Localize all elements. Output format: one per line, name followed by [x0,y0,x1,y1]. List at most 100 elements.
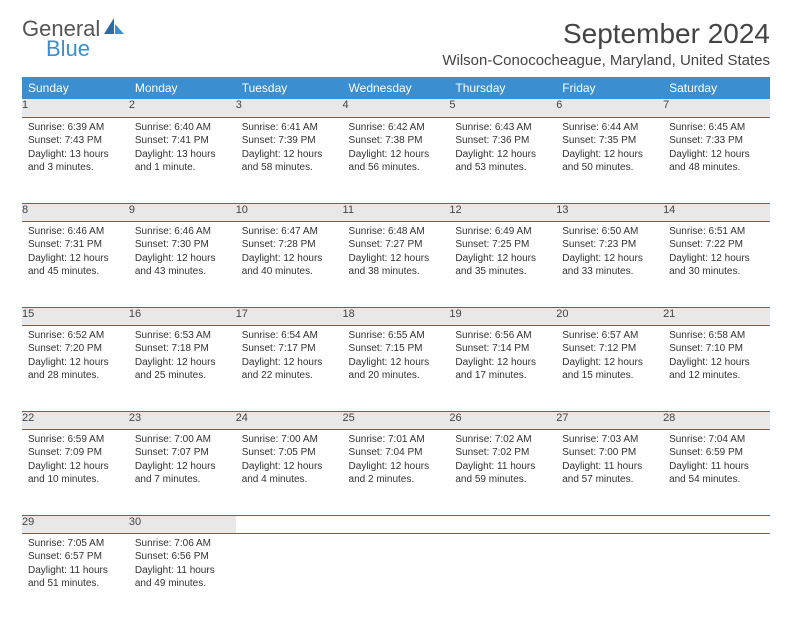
day-data-cell: Sunrise: 6:42 AMSunset: 7:38 PMDaylight:… [343,117,450,203]
page-header: General Blue September 2024 Wilson-Conoc… [22,18,770,69]
day-number-cell: 7 [663,99,770,117]
weekday-header: Saturday [663,77,770,99]
day-details: Sunrise: 6:50 AMSunset: 7:23 PMDaylight:… [556,222,663,285]
day-data-cell: Sunrise: 6:47 AMSunset: 7:28 PMDaylight:… [236,221,343,307]
day-details: Sunrise: 6:43 AMSunset: 7:36 PMDaylight:… [449,118,556,181]
day-details: Sunrise: 6:45 AMSunset: 7:33 PMDaylight:… [663,118,770,181]
day-number-cell: 14 [663,203,770,221]
location-subtitle: Wilson-Conococheague, Maryland, United S… [442,52,770,69]
day-details: Sunrise: 7:03 AMSunset: 7:00 PMDaylight:… [556,430,663,493]
day-details: Sunrise: 6:51 AMSunset: 7:22 PMDaylight:… [663,222,770,285]
day-details: Sunrise: 6:41 AMSunset: 7:39 PMDaylight:… [236,118,343,181]
weekday-header-row: SundayMondayTuesdayWednesdayThursdayFrid… [22,77,770,99]
brand-logo: General Blue [22,18,126,60]
day-data-cell: Sunrise: 7:00 AMSunset: 7:07 PMDaylight:… [129,429,236,515]
day-number-row: 15161718192021 [22,307,770,325]
day-data-row: Sunrise: 6:59 AMSunset: 7:09 PMDaylight:… [22,429,770,515]
day-data-cell: Sunrise: 6:50 AMSunset: 7:23 PMDaylight:… [556,221,663,307]
day-details: Sunrise: 6:54 AMSunset: 7:17 PMDaylight:… [236,326,343,389]
day-data-cell: Sunrise: 7:00 AMSunset: 7:05 PMDaylight:… [236,429,343,515]
day-data-cell: Sunrise: 7:01 AMSunset: 7:04 PMDaylight:… [343,429,450,515]
day-details: Sunrise: 7:01 AMSunset: 7:04 PMDaylight:… [343,430,450,493]
day-data-cell: Sunrise: 6:48 AMSunset: 7:27 PMDaylight:… [343,221,450,307]
day-data-cell: Sunrise: 7:06 AMSunset: 6:56 PMDaylight:… [129,533,236,619]
day-data-row: Sunrise: 6:39 AMSunset: 7:43 PMDaylight:… [22,117,770,203]
day-number-cell: 2 [129,99,236,117]
day-data-cell [663,533,770,619]
day-details: Sunrise: 7:00 AMSunset: 7:07 PMDaylight:… [129,430,236,493]
day-number-cell [343,515,450,533]
day-number-cell [449,515,556,533]
day-data-cell: Sunrise: 6:51 AMSunset: 7:22 PMDaylight:… [663,221,770,307]
day-number-cell: 13 [556,203,663,221]
day-data-row: Sunrise: 7:05 AMSunset: 6:57 PMDaylight:… [22,533,770,619]
day-data-cell: Sunrise: 7:05 AMSunset: 6:57 PMDaylight:… [22,533,129,619]
day-details: Sunrise: 7:06 AMSunset: 6:56 PMDaylight:… [129,534,236,597]
day-number-cell: 15 [22,307,129,325]
day-number-cell: 28 [663,411,770,429]
day-data-cell: Sunrise: 7:04 AMSunset: 6:59 PMDaylight:… [663,429,770,515]
day-number-cell: 6 [556,99,663,117]
day-number-cell: 29 [22,515,129,533]
day-data-cell [556,533,663,619]
day-details: Sunrise: 6:42 AMSunset: 7:38 PMDaylight:… [343,118,450,181]
weekday-header: Friday [556,77,663,99]
day-number-cell: 21 [663,307,770,325]
day-number-cell: 5 [449,99,556,117]
day-number-cell: 11 [343,203,450,221]
day-data-cell: Sunrise: 6:39 AMSunset: 7:43 PMDaylight:… [22,117,129,203]
day-data-cell: Sunrise: 7:02 AMSunset: 7:02 PMDaylight:… [449,429,556,515]
weekday-header: Monday [129,77,236,99]
day-data-cell: Sunrise: 6:52 AMSunset: 7:20 PMDaylight:… [22,325,129,411]
day-number-cell: 23 [129,411,236,429]
day-details: Sunrise: 6:59 AMSunset: 7:09 PMDaylight:… [22,430,129,493]
day-number-cell: 10 [236,203,343,221]
day-details: Sunrise: 7:05 AMSunset: 6:57 PMDaylight:… [22,534,129,597]
day-number-cell: 8 [22,203,129,221]
weekday-header: Thursday [449,77,556,99]
day-number-cell: 27 [556,411,663,429]
weekday-header: Wednesday [343,77,450,99]
day-data-cell: Sunrise: 6:53 AMSunset: 7:18 PMDaylight:… [129,325,236,411]
day-number-cell [556,515,663,533]
day-data-cell: Sunrise: 6:57 AMSunset: 7:12 PMDaylight:… [556,325,663,411]
day-data-cell [236,533,343,619]
day-details: Sunrise: 6:57 AMSunset: 7:12 PMDaylight:… [556,326,663,389]
day-number-cell: 24 [236,411,343,429]
day-data-row: Sunrise: 6:52 AMSunset: 7:20 PMDaylight:… [22,325,770,411]
day-number-row: 2930 [22,515,770,533]
day-number-cell: 16 [129,307,236,325]
day-number-cell: 4 [343,99,450,117]
day-number-cell: 20 [556,307,663,325]
day-details: Sunrise: 6:46 AMSunset: 7:31 PMDaylight:… [22,222,129,285]
day-number-cell: 17 [236,307,343,325]
day-number-cell: 18 [343,307,450,325]
day-details: Sunrise: 7:00 AMSunset: 7:05 PMDaylight:… [236,430,343,493]
day-data-cell [449,533,556,619]
day-number-cell: 26 [449,411,556,429]
day-number-cell: 30 [129,515,236,533]
day-data-cell: Sunrise: 6:56 AMSunset: 7:14 PMDaylight:… [449,325,556,411]
day-number-cell [236,515,343,533]
brand-sail-icon [104,18,126,40]
day-details: Sunrise: 6:39 AMSunset: 7:43 PMDaylight:… [22,118,129,181]
day-data-cell: Sunrise: 6:41 AMSunset: 7:39 PMDaylight:… [236,117,343,203]
day-data-cell: Sunrise: 6:46 AMSunset: 7:30 PMDaylight:… [129,221,236,307]
day-number-cell [663,515,770,533]
weekday-header: Tuesday [236,77,343,99]
day-details: Sunrise: 6:56 AMSunset: 7:14 PMDaylight:… [449,326,556,389]
day-details: Sunrise: 7:04 AMSunset: 6:59 PMDaylight:… [663,430,770,493]
brand-part2: Blue [46,38,126,60]
day-data-cell: Sunrise: 6:59 AMSunset: 7:09 PMDaylight:… [22,429,129,515]
day-number-cell: 22 [22,411,129,429]
day-details: Sunrise: 6:44 AMSunset: 7:35 PMDaylight:… [556,118,663,181]
calendar-table: SundayMondayTuesdayWednesdayThursdayFrid… [22,77,770,619]
day-data-cell: Sunrise: 6:54 AMSunset: 7:17 PMDaylight:… [236,325,343,411]
day-number-row: 22232425262728 [22,411,770,429]
day-data-cell: Sunrise: 6:43 AMSunset: 7:36 PMDaylight:… [449,117,556,203]
day-details: Sunrise: 6:58 AMSunset: 7:10 PMDaylight:… [663,326,770,389]
day-details: Sunrise: 6:47 AMSunset: 7:28 PMDaylight:… [236,222,343,285]
day-number-cell: 12 [449,203,556,221]
day-details: Sunrise: 6:40 AMSunset: 7:41 PMDaylight:… [129,118,236,181]
day-details: Sunrise: 7:02 AMSunset: 7:02 PMDaylight:… [449,430,556,493]
